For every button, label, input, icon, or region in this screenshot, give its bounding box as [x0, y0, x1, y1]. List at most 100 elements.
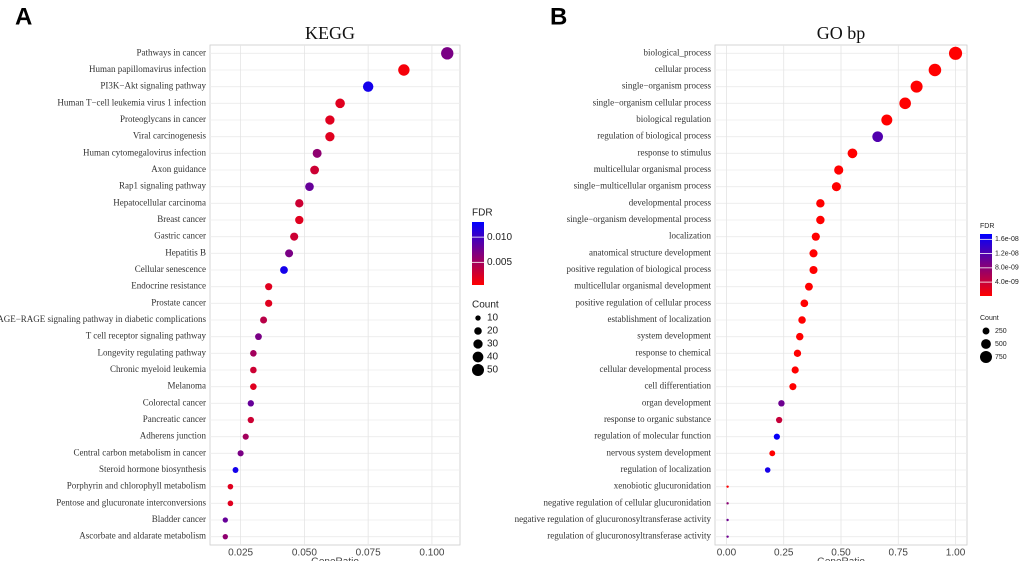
dot — [441, 47, 454, 60]
dot — [726, 485, 729, 488]
colorbar-label: 8.0e-09 — [995, 265, 1019, 272]
size-label: 250 — [995, 328, 1007, 335]
category-label: Melanoma — [168, 381, 207, 391]
plot-area — [209, 44, 461, 546]
dot — [227, 500, 234, 507]
dot — [798, 316, 806, 324]
category-label: Rap1 signaling pathway — [119, 181, 206, 191]
dot — [800, 299, 809, 308]
colorbar-label: 4.0e-09 — [995, 279, 1019, 286]
category-label: Human cytomegalovirus infection — [83, 147, 206, 157]
dot — [265, 299, 273, 307]
category-label: Ascorbate and aldarate metabolism — [79, 531, 206, 541]
size-key — [474, 327, 482, 335]
category-label: developmental process — [629, 197, 712, 207]
dot — [726, 535, 729, 538]
category-label: cellular developmental process — [600, 364, 712, 374]
category-label: establishment of localization — [608, 314, 712, 324]
dot — [816, 199, 825, 208]
dot — [232, 467, 239, 473]
category-label: cell differentiation — [644, 381, 711, 391]
size-key — [475, 315, 481, 321]
category-label: positive regulation of biological proces… — [567, 264, 712, 274]
category-label: regulation of glucuronosyltransferase ac… — [547, 531, 711, 541]
dot — [809, 249, 818, 258]
dot — [776, 416, 783, 424]
category-label: Breast cancer — [157, 214, 206, 224]
category-label: nervous system development — [607, 447, 712, 457]
dot — [362, 81, 374, 92]
x-tick-label: 0.100 — [419, 548, 444, 559]
dot — [250, 383, 257, 390]
dot — [769, 450, 776, 457]
colorbar-label: 0.005 — [487, 257, 512, 268]
category-label: Gastric cancer — [154, 231, 206, 241]
category-label: organ development — [642, 397, 712, 407]
dot — [290, 232, 299, 241]
legend-title: Count — [472, 300, 499, 311]
dot — [773, 433, 780, 440]
x-axis-label: GeneRatio — [817, 557, 865, 561]
category-label: Longevity regulating pathway — [98, 347, 207, 357]
colorbar — [980, 234, 992, 296]
category-label: T cell receptor signaling pathway — [86, 331, 207, 341]
dot — [222, 533, 228, 540]
category-label: Viral carcinogenesis — [133, 131, 207, 141]
dot — [260, 316, 268, 324]
x-tick-label: 0.050 — [292, 548, 317, 559]
dot — [250, 366, 257, 374]
size-label: 500 — [995, 341, 1007, 348]
legend-title: Count — [980, 315, 999, 322]
dot — [809, 265, 818, 275]
category-label: Central carbon metabolism in cancer — [74, 447, 206, 457]
dot — [793, 349, 802, 357]
dot — [305, 182, 314, 191]
size-key — [981, 339, 991, 349]
legend-title: FDR — [472, 208, 493, 219]
category-label: response to organic substance — [604, 414, 711, 424]
size-label: 50 — [487, 365, 499, 376]
dot — [325, 115, 335, 125]
x-tick-label: 1.00 — [946, 548, 966, 559]
dot — [247, 416, 254, 424]
dot — [222, 517, 228, 523]
category-label: localization — [669, 231, 711, 241]
dot — [834, 165, 844, 175]
dot — [764, 467, 771, 473]
dot — [796, 332, 804, 341]
category-label: biological regulation — [636, 114, 711, 124]
category-label: response to stimulus — [638, 147, 712, 157]
category-label: cellular process — [655, 64, 712, 74]
category-label: Colorectal cancer — [143, 397, 206, 407]
category-label: system development — [637, 331, 711, 341]
colorbar-label: 1.2e-08 — [995, 250, 1019, 257]
size-key — [472, 364, 484, 376]
dot — [811, 232, 820, 241]
category-label: Cellular senescence — [135, 264, 206, 274]
dot — [804, 282, 813, 291]
category-label: regulation of localization — [621, 464, 712, 474]
dot — [250, 350, 257, 357]
category-label: single−organism developmental process — [567, 214, 712, 224]
dot — [948, 46, 963, 60]
dot — [247, 400, 254, 407]
category-label: xenobiotic glucuronidation — [614, 481, 712, 491]
category-label: biological_process — [644, 47, 712, 57]
x-tick-label: 0.25 — [774, 548, 794, 559]
category-label: PI3K−Akt signaling pathway — [100, 81, 206, 91]
size-label: 40 — [487, 352, 499, 363]
size-label: 750 — [995, 354, 1007, 361]
dot — [928, 63, 942, 77]
category-label: positive regulation of cellular process — [576, 297, 712, 307]
dot — [726, 502, 729, 505]
category-label: Pathways in cancer — [137, 47, 206, 57]
category-label: Adherens junction — [140, 431, 207, 441]
dot — [910, 80, 923, 93]
dot — [295, 199, 304, 208]
dot — [265, 283, 273, 291]
category-label: Endocrine resistance — [131, 281, 206, 291]
dot — [872, 131, 883, 143]
size-key — [472, 351, 484, 363]
dot — [816, 215, 825, 225]
